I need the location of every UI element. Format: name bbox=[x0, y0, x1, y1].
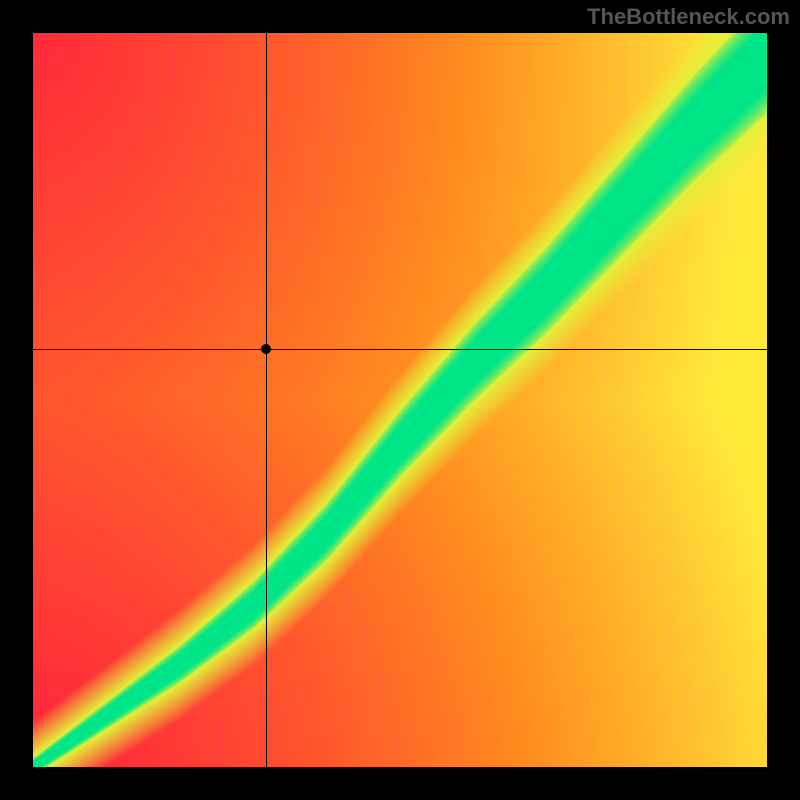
watermark: TheBottleneck.com bbox=[587, 4, 790, 30]
crosshair-horizontal bbox=[33, 349, 767, 350]
selection-marker[interactable] bbox=[261, 344, 271, 354]
crosshair-vertical bbox=[266, 33, 267, 767]
bottleneck-heatmap bbox=[33, 33, 767, 767]
heatmap-canvas bbox=[33, 33, 767, 767]
